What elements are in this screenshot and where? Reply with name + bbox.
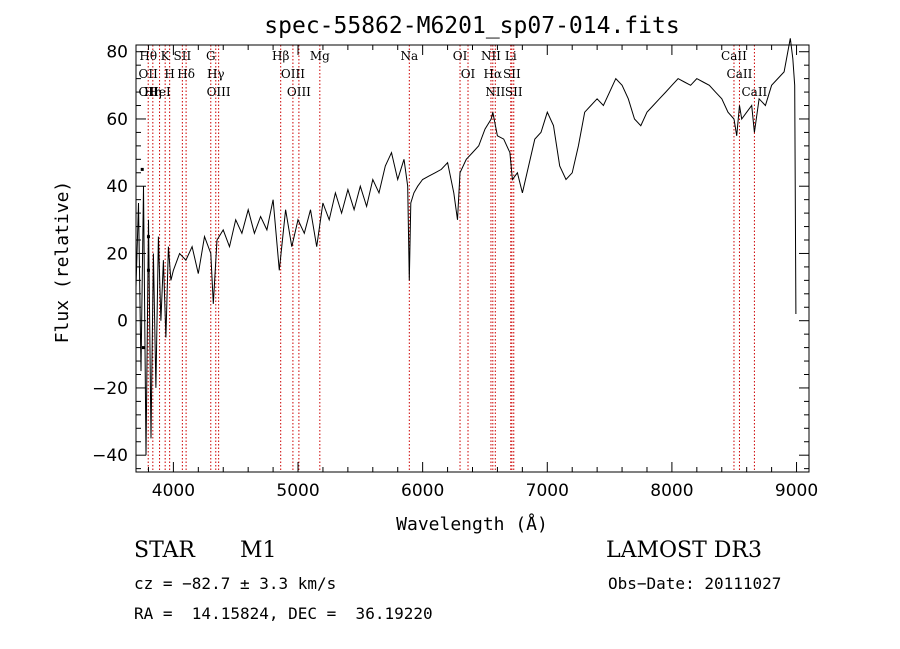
y-axis-label: Flux (relative) <box>52 181 73 344</box>
reference-line-label: CaII <box>727 67 753 81</box>
chart-title: spec-55862-M6201_sp07-014.fits <box>264 13 679 39</box>
reference-line-label: OII <box>139 85 159 99</box>
observation-date: Obs−Date: 20111027 <box>608 574 782 593</box>
reference-line-label: Hη <box>144 85 162 99</box>
reference-line-label: OI <box>461 67 476 81</box>
survey-name: LAMOST DR3 <box>606 538 762 563</box>
object-subclass: M1 <box>240 538 277 563</box>
x-tick-label: 9000 <box>775 481 818 501</box>
reference-line-label: Hγ <box>207 67 225 81</box>
reference-line-label: NII <box>481 49 501 63</box>
reference-line-group <box>147 45 755 472</box>
reference-line-label: H <box>164 67 174 81</box>
spectrum-line <box>135 38 797 456</box>
reference-line-label: CaII <box>721 49 747 63</box>
reference-line-label: OIII <box>287 85 311 99</box>
reference-line-label: OIII <box>281 67 305 81</box>
x-tick-label: 8000 <box>650 481 693 501</box>
spectrum-marker <box>141 346 145 350</box>
spectrum-marker <box>140 167 144 171</box>
spectrum-marker <box>146 268 150 272</box>
y-tick-label: 0 <box>117 312 128 332</box>
coordinates: RA = 14.15824, DEC = 36.19220 <box>134 604 433 623</box>
reference-line-label: SII <box>503 67 521 81</box>
x-tick-label: 5000 <box>276 481 319 501</box>
y-tick-label: −40 <box>92 446 128 466</box>
reference-line-label: Hδ <box>177 67 195 81</box>
reference-line-label: HeI <box>148 85 171 99</box>
reference-line-label: K <box>161 49 171 63</box>
reference-line-label: Li <box>505 49 517 63</box>
y-tick-label: 20 <box>106 244 128 264</box>
reference-line-label: Mg <box>310 49 330 63</box>
x-tick-label: 6000 <box>401 481 444 501</box>
reference-line-label: CaII <box>741 85 767 99</box>
reference-line-label: Na <box>400 49 418 63</box>
reference-line-label: SII <box>505 85 523 99</box>
reference-line-label: Hθ <box>139 49 157 63</box>
x-axis-label: Wavelength (Å) <box>396 513 548 535</box>
reference-line-label: OIII <box>207 85 231 99</box>
axes-group: 4000 5000 6000 7000 8000 9000 −40 −20 0 20 40 60 80 <box>92 43 818 501</box>
x-tick-label: 4000 <box>152 481 195 501</box>
x-tick-label: 7000 <box>526 481 569 501</box>
reference-line-label: G <box>206 49 216 63</box>
reference-line-label: OI <box>453 49 468 63</box>
y-tick-label: 40 <box>106 177 128 197</box>
y-tick-label: 60 <box>106 110 128 130</box>
reference-line-label: Hβ <box>272 49 289 63</box>
object-class: STAR <box>134 538 195 563</box>
reference-line-label: OII <box>139 67 159 81</box>
series-group <box>135 38 797 456</box>
y-tick-label: 80 <box>106 43 128 63</box>
y-tick-label: −20 <box>92 379 128 399</box>
redshift-velocity: cz = −82.7 ± 3.3 km/s <box>134 574 337 593</box>
spectrum-marker <box>146 235 150 239</box>
reference-line-label: SII <box>174 49 192 63</box>
plot-frame <box>135 44 810 473</box>
reference-line-label: NII <box>485 85 505 99</box>
reference-line-label: Hα <box>484 67 503 81</box>
